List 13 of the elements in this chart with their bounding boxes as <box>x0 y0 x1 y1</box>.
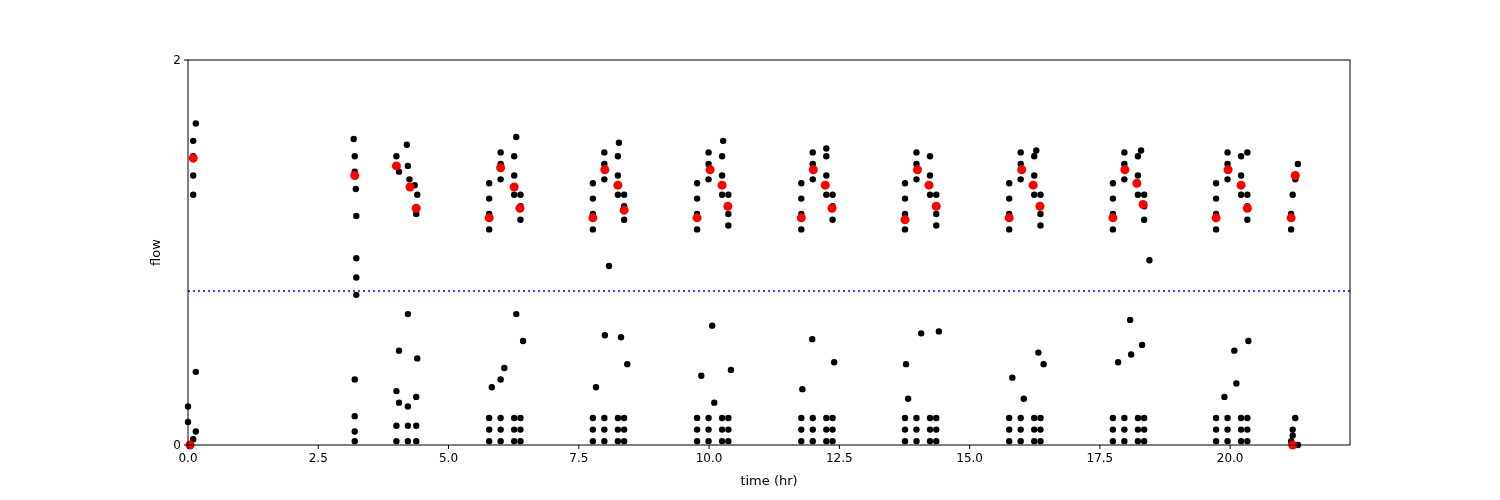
x-tick-label: 5.0 <box>438 451 459 465</box>
x-axis-title: time (hr) <box>740 473 798 488</box>
y-tick-label: 0 <box>173 438 181 452</box>
y-tick-label: 2 <box>173 53 181 67</box>
x-tick-label: 7.5 <box>569 451 589 465</box>
x-tick-label: 12.5 <box>825 451 853 465</box>
x-tick-label: 2.5 <box>308 451 328 465</box>
x-tick-label: 20.0 <box>1216 451 1244 465</box>
y-axis-title: flow <box>148 238 163 266</box>
x-tick-label: 17.5 <box>1086 451 1114 465</box>
x-tick-label: 15.0 <box>956 451 983 465</box>
x-tick-label: 0.0 <box>178 451 198 465</box>
x-tick-label: 10.0 <box>695 451 723 465</box>
